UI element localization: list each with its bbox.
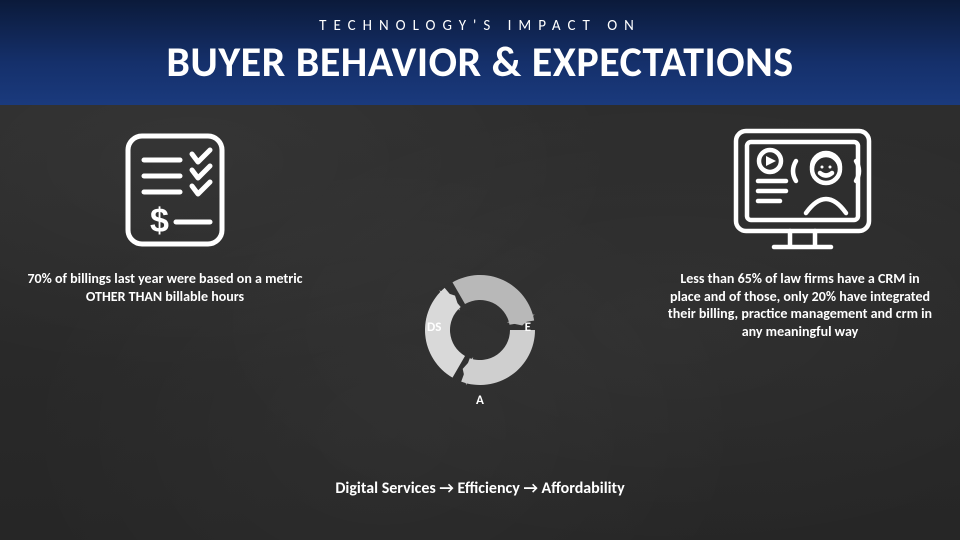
invoice-checklist-dollar-icon: $ [120, 130, 230, 250]
header: TECHNOLOGY'S IMPACT ON BUYER BEHAVIOR & … [0, 0, 960, 105]
ring-label-ds: DS [427, 320, 441, 335]
cycle-ring: DS E A [405, 260, 555, 410]
left-stat-text: 70% of billings last year were based on … [25, 270, 305, 305]
header-subtitle: TECHNOLOGY'S IMPACT ON [319, 17, 641, 35]
svg-text:$: $ [150, 202, 169, 240]
content-area: $ [0, 105, 960, 540]
header-title: BUYER BEHAVIOR & EXPECTATIONS [166, 37, 793, 88]
webinar-person-screen-icon [730, 125, 875, 255]
right-stat-text: Less than 65% of law firms have a CRM in… [665, 270, 935, 340]
ring-label-a: A [476, 393, 484, 408]
flow-text: Digital Services → Efficiency → Affordab… [335, 479, 624, 498]
ring-label-e: E [525, 320, 531, 335]
